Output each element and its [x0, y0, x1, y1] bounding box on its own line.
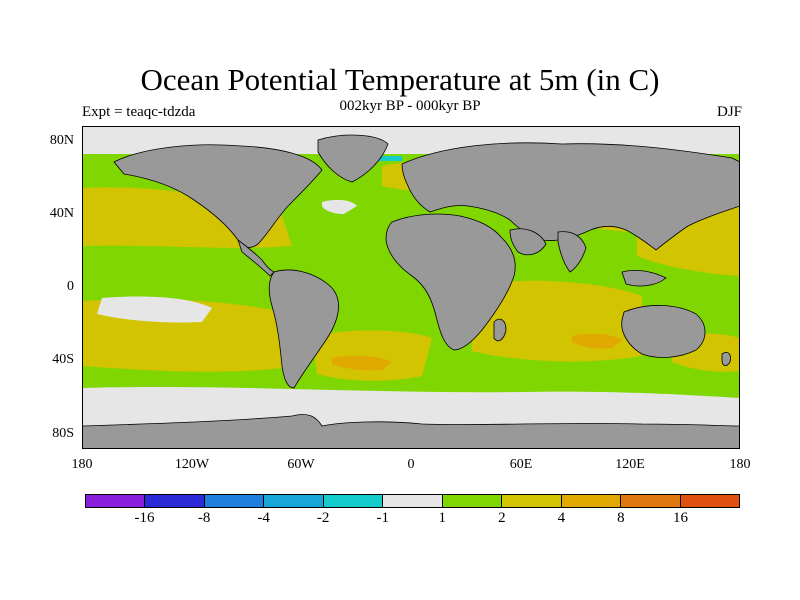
arabia — [509, 228, 547, 256]
colorbar-swatch-1 — [145, 495, 205, 507]
india — [557, 231, 587, 273]
lon-label-120w: 120W — [174, 457, 210, 472]
ocean-temperature-map — [82, 126, 740, 449]
arctic-cold-patch — [374, 156, 402, 161]
lat-label-40n: 40N — [49, 206, 74, 221]
lon-label-180w: 180 — [71, 457, 93, 472]
lon-label-60e: 60E — [509, 457, 533, 472]
colorbar-label: -8 — [197, 510, 211, 526]
lat-label-80s: 80S — [52, 426, 74, 441]
colorbar-swatch-2 — [204, 495, 265, 507]
lon-label-180e: 180 — [729, 457, 751, 472]
colorbar-swatch-6 — [442, 495, 503, 507]
colorbar-swatch-9 — [621, 495, 681, 507]
colorbar-label: -16 — [134, 510, 155, 526]
colorbar-label: -2 — [316, 510, 330, 526]
madagascar — [493, 318, 507, 342]
atlantic-neutral-patch — [322, 199, 357, 214]
colorbar-label: -4 — [257, 510, 270, 526]
lon-label-0: 0 — [407, 457, 415, 472]
north-america — [113, 144, 323, 248]
lat-label-0: 0 — [67, 279, 74, 294]
season-label: DJF — [716, 104, 742, 120]
lon-label-120e: 120E — [615, 457, 645, 472]
colorbar-label: -1 — [376, 510, 389, 526]
experiment-label: Expt = teaqc-tdzda — [82, 104, 196, 120]
central-america — [237, 238, 275, 277]
southern-ocean-neutral — [82, 387, 740, 426]
map-panel — [82, 126, 740, 449]
lon-label-60w: 60W — [287, 457, 315, 472]
south-atlantic-warm — [312, 330, 432, 381]
colorbar-label: 8 — [617, 510, 625, 526]
colorbar — [85, 494, 740, 508]
period-label: 002kyr BP - 000kyr BP — [339, 98, 481, 114]
indonesia — [621, 270, 667, 287]
lat-label-80n: 80N — [49, 133, 74, 148]
colorbar-label: 4 — [557, 510, 566, 526]
new-zealand — [721, 352, 731, 366]
antarctica — [82, 414, 740, 449]
map-frame — [82, 126, 740, 449]
colorbar-swatch-8 — [561, 495, 622, 507]
indian-ocean-patch — [572, 333, 622, 349]
africa — [385, 213, 516, 351]
colorbar-label: 16 — [672, 510, 688, 526]
colorbar-swatch-7 — [502, 495, 562, 507]
colorbar-swatch-10 — [680, 495, 739, 507]
south-atlantic-patch — [332, 355, 392, 371]
south-america — [268, 269, 339, 389]
colorbar-label: 1 — [438, 510, 447, 526]
plot-title: Ocean Potential Temperature at 5m (in C) — [140, 62, 660, 97]
lat-label-40s: 40S — [52, 352, 74, 367]
greenland — [317, 134, 389, 183]
colorbar-swatch-3 — [264, 495, 324, 507]
pacific-neutral-patch — [97, 296, 212, 323]
colorbar-swatch-0 — [86, 495, 146, 507]
eurasia — [401, 142, 740, 251]
australia — [621, 305, 706, 358]
colorbar-swatch-5 — [383, 495, 443, 507]
colorbar-swatch-4 — [323, 495, 384, 507]
colorbar-label: 2 — [498, 510, 506, 526]
